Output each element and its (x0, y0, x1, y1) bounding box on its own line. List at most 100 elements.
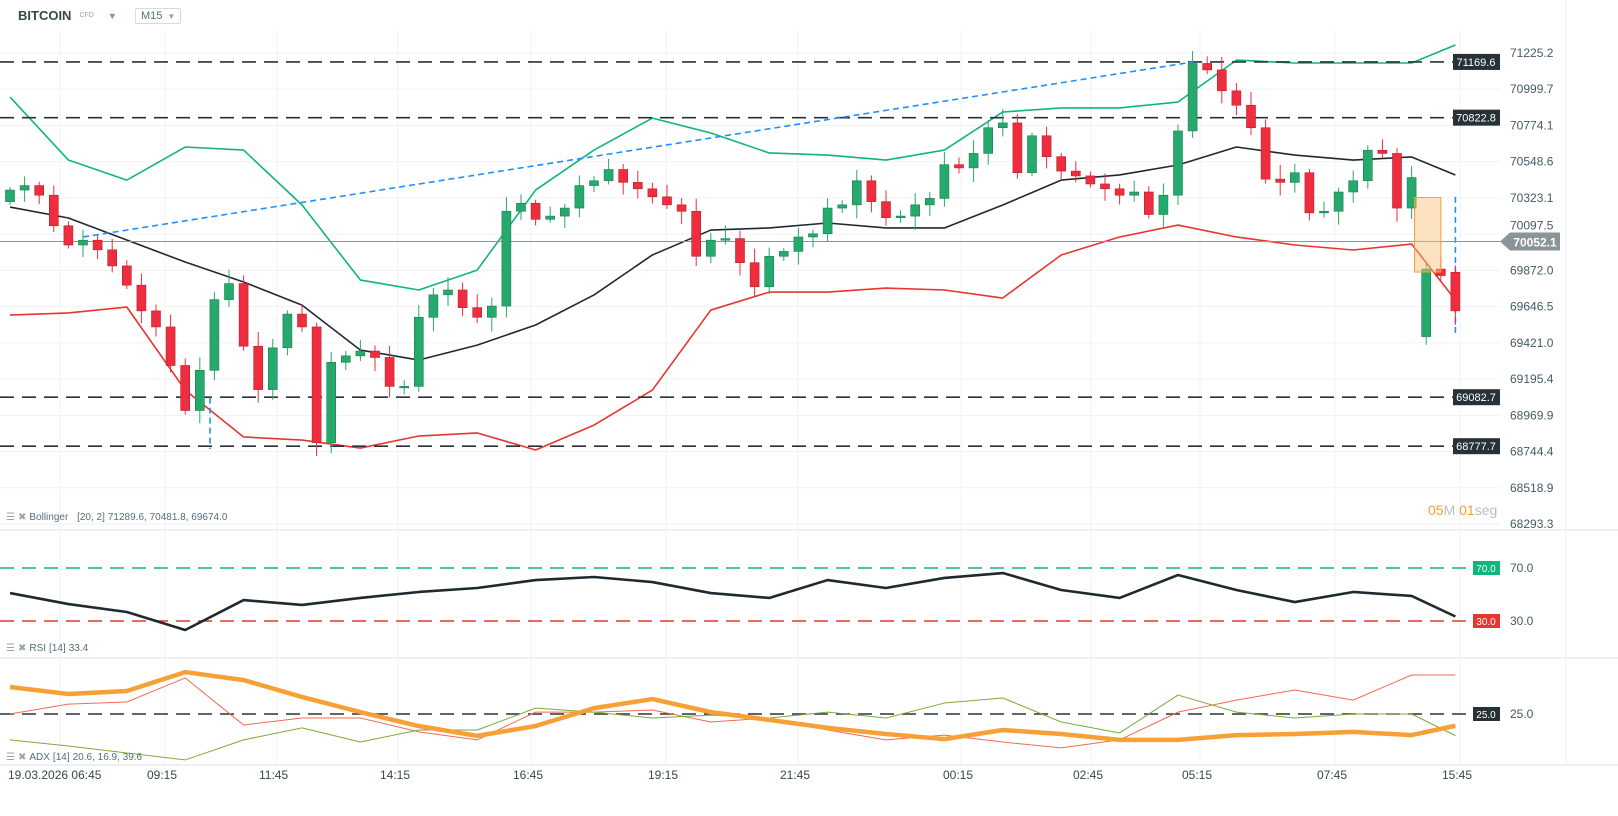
candle (267, 338, 278, 400)
close-icon[interactable]: ✖ (17, 752, 27, 763)
timeframe-selector[interactable]: M15 ▼ (135, 8, 182, 24)
candle (355, 340, 366, 361)
chevron-down-icon[interactable]: ▼ (107, 10, 117, 21)
indicator-name: RSI (29, 643, 47, 654)
candle (574, 175, 585, 218)
level-tag-label: 68777.7 (1456, 441, 1496, 453)
rsi-line (9, 571, 1456, 632)
candle-body (180, 365, 190, 411)
candle (340, 350, 351, 371)
candle-body (1158, 194, 1169, 215)
candle-body (443, 289, 453, 296)
candle (1450, 265, 1461, 325)
candle-body (501, 210, 512, 307)
candle (1217, 56, 1227, 104)
candle (501, 197, 512, 318)
candle (1304, 169, 1315, 221)
candle-body (676, 204, 687, 212)
candle (808, 229, 818, 248)
time-axis-label: 19.03.2026 06:45 (8, 768, 102, 782)
rsi-level-tag (1473, 614, 1500, 628)
price-axis-label: 70999.7 (1510, 82, 1554, 96)
settings-icon[interactable]: ☰ (6, 752, 15, 763)
price-axis-label: 69421.0 (1510, 336, 1554, 350)
time-axis-label: 11:45 (259, 768, 289, 782)
candle-body (472, 307, 483, 318)
candle (778, 248, 789, 261)
minus-di-line (9, 674, 1456, 749)
candle (954, 157, 964, 174)
candle (224, 269, 234, 307)
candle (881, 190, 891, 226)
candle (910, 192, 921, 230)
level-tag-label: 71169.6 (1457, 57, 1496, 69)
candle (603, 158, 614, 185)
candle-body (866, 180, 877, 202)
candle (457, 282, 468, 317)
candle-body (589, 180, 599, 186)
candle (1100, 173, 1110, 201)
candle (793, 227, 804, 265)
candle-body (1114, 188, 1125, 196)
current-price-tag (1500, 232, 1560, 251)
candle-body (122, 265, 132, 286)
time-axis-label: 07:45 (1317, 768, 1348, 782)
candle (530, 199, 541, 226)
candle-body (1041, 135, 1052, 157)
candle-body (209, 299, 220, 371)
candle-body (1231, 90, 1242, 106)
time-axis-label: 19:15 (648, 768, 679, 782)
candle-body (910, 204, 921, 217)
candle-body (837, 204, 848, 209)
candle-body (822, 207, 833, 235)
symbol-type: CFD (79, 12, 94, 19)
close-icon[interactable]: ✖ (17, 512, 27, 523)
candle (589, 175, 599, 192)
candle-body (1304, 172, 1315, 214)
indicator-values: 71289.6, 70481.8, 69674.0 (107, 512, 228, 523)
candle (180, 358, 190, 415)
candle-body (428, 294, 439, 318)
level-tag (1453, 53, 1500, 70)
indicator-name: ADX (29, 752, 50, 763)
candle (326, 352, 337, 454)
candle (618, 164, 629, 195)
level-tag (1453, 109, 1500, 126)
candle-body (1290, 172, 1300, 183)
candle-body (267, 347, 278, 390)
bollinger-legend: ☰ ✖ Bollinger [20, 2] 71289.6, 70481.8, 6… (6, 512, 227, 523)
candle (384, 345, 395, 398)
level-tag (1453, 438, 1500, 455)
time-axis-label: 00:15 (943, 768, 974, 782)
candle-body (370, 350, 380, 358)
indicator-params: [14] (49, 643, 66, 654)
price-axis-label: 70774.1 (1510, 118, 1554, 132)
candle (1041, 126, 1052, 169)
candle-body (1217, 69, 1227, 92)
candle-body (895, 215, 906, 218)
candle-body (954, 164, 964, 169)
indicator-name: Bollinger (29, 512, 69, 523)
candle-body (78, 239, 88, 246)
candle (1071, 161, 1081, 183)
settings-icon[interactable]: ☰ (6, 643, 15, 654)
time-axis-label: 09:15 (147, 768, 178, 782)
candle (939, 152, 950, 207)
candle-body (1071, 170, 1081, 177)
close-icon[interactable]: ✖ (17, 643, 27, 654)
candle (122, 260, 132, 290)
candle-body (997, 122, 1008, 129)
candle (1260, 119, 1271, 184)
candle (1129, 180, 1139, 202)
candle-body (545, 215, 556, 220)
time-axis-label: 14:15 (380, 768, 411, 782)
candle-body (968, 153, 979, 169)
candle-body (151, 310, 161, 328)
settings-icon[interactable]: ☰ (6, 512, 15, 523)
candle (983, 119, 994, 165)
candle-body (340, 355, 351, 363)
symbol-selector[interactable]: BITCOIN CFD ▼ (18, 8, 117, 23)
level-tag-label: 70822.8 (1456, 113, 1496, 125)
rsi-level-label: 70.0 (1476, 564, 1496, 575)
